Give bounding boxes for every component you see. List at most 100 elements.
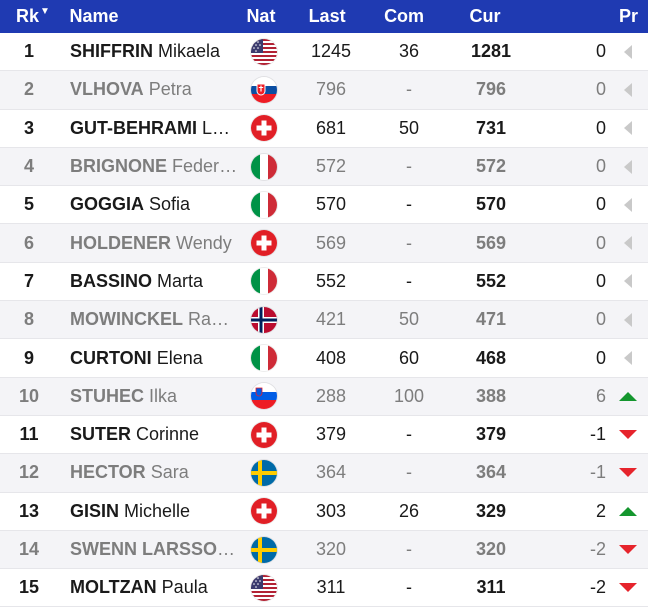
trend-neutral-icon [624, 236, 632, 251]
nation [238, 230, 290, 257]
last-points: 796 [315, 79, 347, 100]
athlete-name[interactable]: VLHOVA Petra [58, 79, 238, 100]
rank: 1 [23, 41, 34, 62]
progress-value: -2 [589, 577, 606, 598]
trend [608, 468, 648, 478]
athlete-last-name: HECTOR [70, 462, 146, 483]
cur-points: 468 [475, 347, 507, 368]
com-points: 50 [398, 309, 420, 330]
header-rk[interactable]: Rk▼ [16, 6, 50, 26]
switzerland-flag-icon [251, 115, 277, 142]
com-points: - [406, 424, 412, 445]
last-points: 379 [315, 424, 347, 445]
athlete-name[interactable]: GISIN Michelle [58, 501, 238, 522]
header-cur[interactable]: Cur [469, 6, 501, 26]
table-row[interactable]: 8 MOWINCKEL Ragnhild 421 50 471 0 [0, 301, 648, 340]
nation [238, 306, 290, 333]
table-row[interactable]: 12 HECTOR Sara 364 - 364 -1 [0, 454, 648, 493]
trend-neutral-icon [624, 312, 632, 327]
athlete-name[interactable]: BASSINO Marta [58, 271, 238, 292]
cur-points: 329 [475, 500, 507, 521]
athlete-first-name: Lara [202, 117, 238, 138]
table-row[interactable]: 15 MOLTZAN Paula 311 - 311 -2 [0, 569, 648, 608]
com-points: 60 [398, 347, 420, 368]
trend [608, 236, 648, 251]
last-points: 421 [315, 309, 347, 330]
athlete-name[interactable]: SHIFFRIN Mikaela [58, 41, 238, 62]
table-row[interactable]: 11 SUTER Corinne 379 - 379 -1 [0, 416, 648, 455]
last-points: 303 [315, 500, 347, 521]
progress-value: 6 [595, 385, 606, 406]
athlete-last-name: CURTONI [70, 347, 152, 368]
nation [238, 498, 290, 525]
athlete-name[interactable]: BRIGNONE Federica [58, 156, 238, 177]
athlete-name[interactable]: MOWINCKEL Ragnhild [58, 309, 238, 330]
com-points: - [406, 577, 412, 598]
cur-points: 569 [475, 232, 507, 253]
header-last[interactable]: Last [308, 6, 346, 26]
header-pr[interactable]: Pr [618, 6, 638, 26]
rank: 9 [23, 347, 34, 368]
athlete-name[interactable]: GOGGIA Sofia [58, 194, 238, 215]
table-row[interactable]: 14 SWENN LARSSON Anna 320 - 320 -2 [0, 530, 648, 570]
progress-value: -1 [589, 462, 606, 483]
athlete-first-name: Corinne [136, 424, 200, 445]
nation [238, 421, 290, 448]
table-row[interactable]: 7 BASSINO Marta 552 - 552 0 [0, 263, 648, 302]
rank: 2 [23, 79, 34, 100]
norway-flag-icon [251, 306, 277, 333]
athlete-last-name: VLHOVA [70, 79, 144, 100]
last-points: 320 [315, 539, 347, 559]
trend [608, 312, 648, 327]
athlete-name[interactable]: SWENN LARSSON Anna [58, 539, 238, 560]
progress-value: 0 [595, 347, 606, 368]
trend-neutral-icon [624, 274, 632, 289]
trend [608, 121, 648, 136]
athlete-first-name: Paula [161, 577, 208, 598]
nation [238, 76, 290, 103]
athlete-name[interactable]: CURTONI Elena [58, 348, 238, 369]
rank: 3 [23, 117, 34, 138]
table-row[interactable]: 10 STUHEC Ilka 288 100 388 6 [0, 377, 648, 416]
switzerland-flag-icon [251, 421, 277, 448]
athlete-name[interactable]: HOLDENER Wendy [58, 233, 238, 254]
table-row[interactable]: 2 VLHOVA Petra 796 - 796 0 [0, 71, 648, 110]
rank: 8 [23, 309, 34, 330]
athlete-first-name: Mikaela [158, 41, 221, 62]
header-com[interactable]: Com [384, 6, 425, 26]
athlete-first-name: Sofia [149, 194, 191, 215]
table-row[interactable]: 5 GOGGIA Sofia 570 - 570 0 [0, 186, 648, 225]
table-row[interactable]: 6 HOLDENER Wendy 569 - 569 0 [0, 224, 648, 263]
nation [238, 268, 290, 295]
nation [238, 574, 290, 601]
cur-points: 570 [475, 194, 507, 215]
athlete-last-name: SHIFFRIN [70, 41, 153, 62]
athlete-first-name: Elena [156, 347, 203, 368]
table-row[interactable]: 3 GUT-BEHRAMI Lara 681 50 731 0 [0, 110, 648, 148]
header-name[interactable]: Name [69, 6, 119, 26]
header-nat[interactable]: Nat [246, 6, 276, 26]
trend-neutral-icon [624, 44, 632, 59]
table-header: Rk▼ Name Nat Last Com Cur Pr [0, 0, 648, 33]
athlete-name[interactable]: STUHEC Ilka [58, 386, 238, 407]
last-points: 681 [315, 117, 347, 138]
athlete-name[interactable]: MOLTZAN Paula [58, 577, 238, 598]
trend-down-icon [619, 583, 637, 593]
table-row[interactable]: 1 SHIFFRIN Mikaela 1245 36 1281 0 [0, 33, 648, 72]
com-points: - [406, 194, 412, 215]
trend [608, 82, 648, 97]
progress-value: 0 [595, 232, 606, 253]
cur-points: 552 [475, 270, 507, 291]
cur-points: 471 [475, 309, 507, 330]
rank: 13 [18, 500, 40, 521]
com-points: - [406, 232, 412, 253]
trend-neutral-icon [624, 82, 632, 97]
table-row[interactable]: 4 BRIGNONE Federica 572 - 572 0 [0, 147, 648, 187]
athlete-name[interactable]: SUTER Corinne [58, 424, 238, 445]
athlete-name[interactable]: GUT-BEHRAMI Lara [58, 118, 238, 139]
table-row[interactable]: 9 CURTONI Elena 408 60 468 0 [0, 339, 648, 378]
table-row[interactable]: 13 GISIN Michelle 303 26 329 2 [0, 493, 648, 531]
athlete-name[interactable]: HECTOR Sara [58, 462, 238, 483]
athlete-last-name: BRIGNONE [70, 156, 168, 177]
